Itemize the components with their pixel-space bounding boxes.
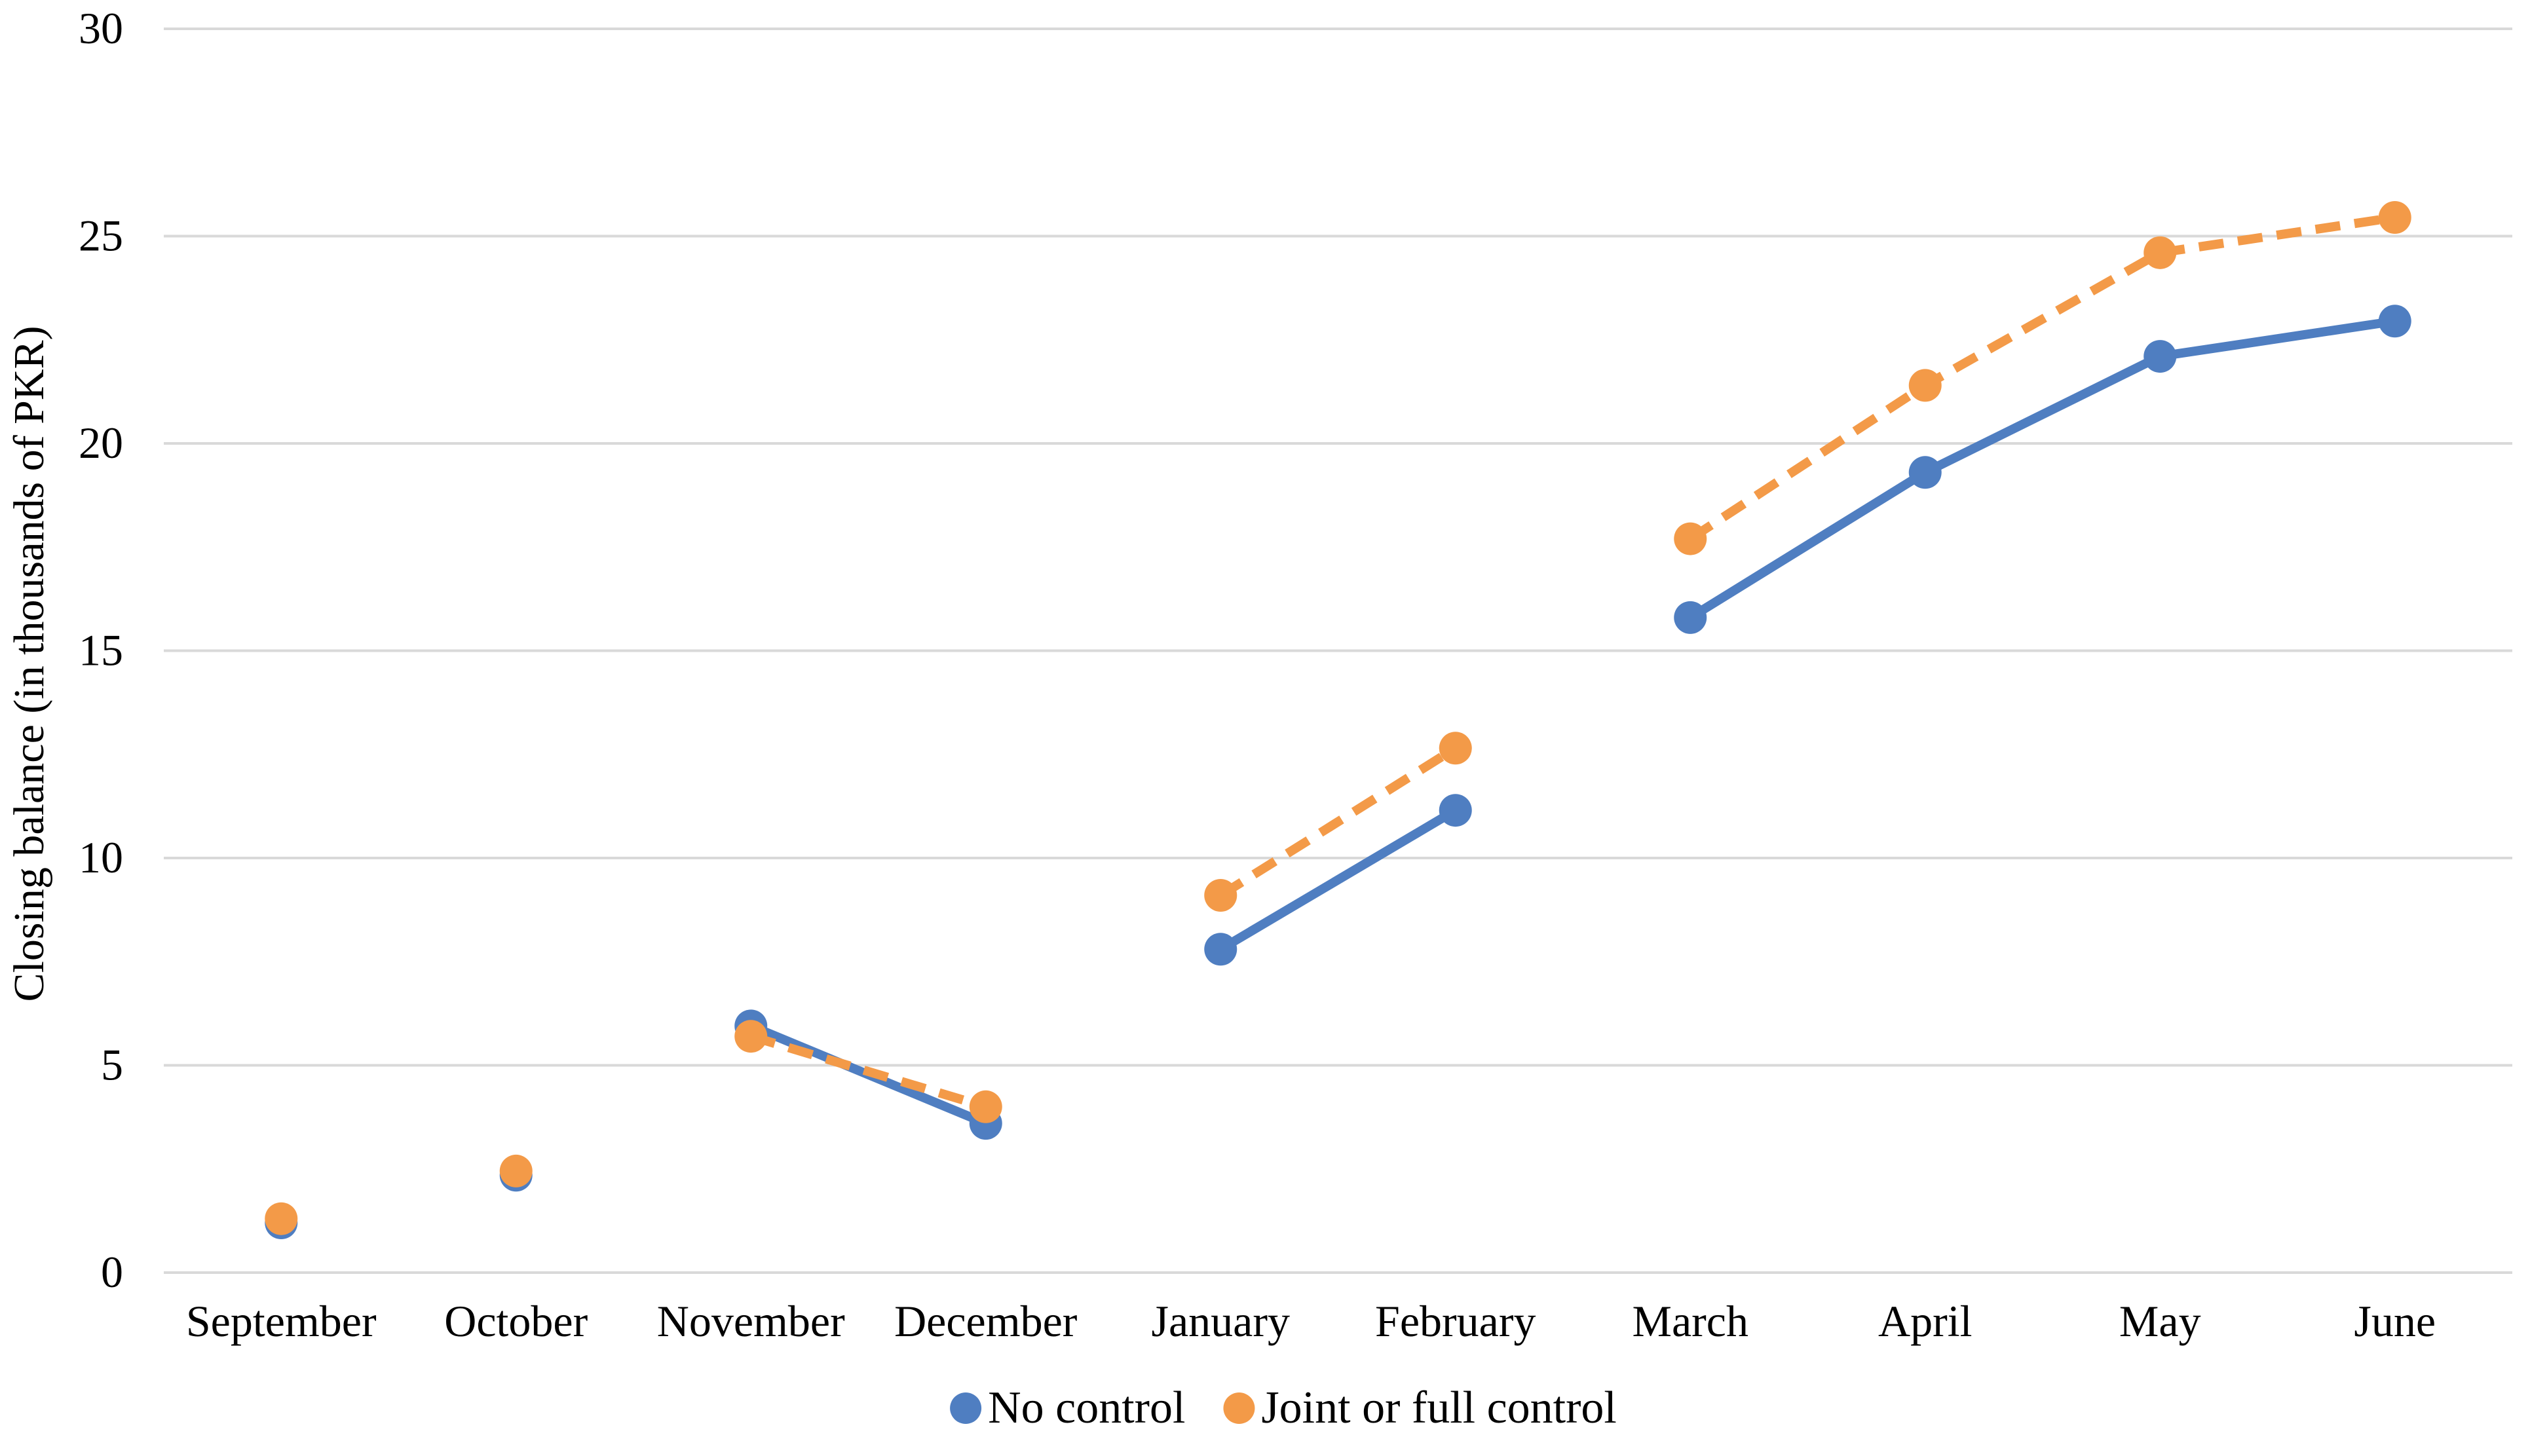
data-point (1908, 369, 1942, 402)
series-line-segment (1688, 213, 2396, 543)
series-joint-or-full-control (265, 201, 2411, 1235)
x-tick-label: February (1375, 1296, 1536, 1346)
data-point (2143, 236, 2177, 269)
data-point (1908, 456, 1942, 489)
series-line-segment (749, 1032, 987, 1111)
x-tick-label: January (1152, 1296, 1290, 1346)
series-no-control (265, 305, 2411, 1240)
x-tick-label: May (2119, 1296, 2201, 1346)
x-tick-label: June (2354, 1296, 2436, 1346)
y-axis-title: Closing balance (in thousands of PKR) (5, 326, 53, 1001)
gridlines (164, 28, 2512, 1067)
plot-area (265, 201, 2411, 1240)
data-point (2378, 201, 2411, 234)
data-point (1439, 794, 1472, 827)
data-point (1674, 522, 1707, 555)
legend-marker (1223, 1392, 1255, 1424)
data-point (1204, 878, 1237, 912)
x-tick-label: September (186, 1296, 377, 1346)
series-line-segment (1218, 806, 1458, 954)
data-point (499, 1154, 533, 1187)
y-axis-title-group: Closing balance (in thousands of PKR) (5, 326, 53, 1001)
series-line-segment (1688, 316, 2396, 622)
y-tick-label: 25 (79, 211, 123, 261)
data-point (1674, 601, 1707, 634)
y-tick-label: 0 (101, 1247, 123, 1297)
legend-item: No control (950, 1383, 1185, 1433)
data-point (2143, 340, 2177, 373)
x-tick-label: November (657, 1296, 845, 1346)
series-line-segment (1218, 744, 1458, 899)
x-tick-label: December (894, 1296, 1078, 1346)
legend-item: Joint or full control (1223, 1383, 1617, 1433)
data-point (969, 1090, 1002, 1123)
data-point (265, 1202, 298, 1235)
x-tick-label: March (1633, 1296, 1748, 1346)
legend-label: No control (988, 1383, 1185, 1433)
data-point (2378, 305, 2411, 338)
legend-marker (950, 1392, 982, 1424)
data-point (1439, 732, 1472, 765)
x-axis-ticks: September October November December January F… (186, 1296, 2436, 1346)
x-tick-label: October (444, 1296, 588, 1346)
y-tick-label: 30 (79, 3, 123, 53)
legend: No control Joint or full control (950, 1383, 1617, 1433)
data-point (1204, 933, 1237, 966)
y-tick-label: 10 (79, 832, 123, 882)
y-tick-label: 15 (79, 625, 123, 675)
y-axis-ticks: 0 5 10 15 20 25 30 (79, 3, 123, 1297)
x-tick-label: April (1878, 1296, 1973, 1346)
y-tick-label: 20 (79, 418, 123, 468)
legend-label: Joint or full control (1261, 1383, 1616, 1433)
data-point (734, 1020, 768, 1053)
y-tick-label: 5 (101, 1040, 123, 1090)
